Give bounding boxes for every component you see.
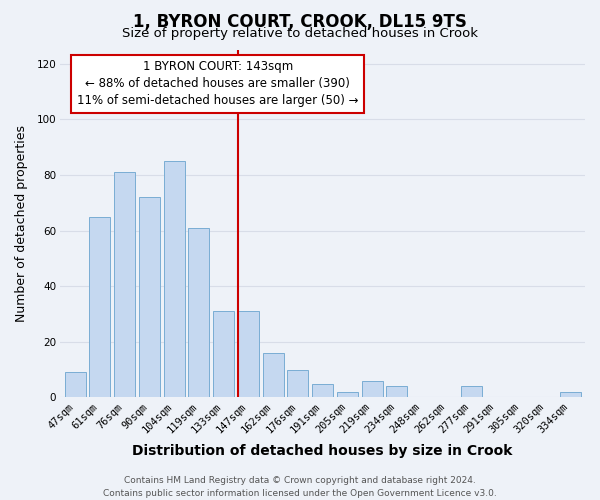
Bar [386,386,407,398]
Bar [461,386,482,398]
Bar [164,161,185,398]
Y-axis label: Number of detached properties: Number of detached properties [15,125,28,322]
Bar [188,228,209,398]
Bar [238,312,259,398]
Bar [337,392,358,398]
X-axis label: Distribution of detached houses by size in Crook: Distribution of detached houses by size … [133,444,513,458]
Bar [114,172,135,398]
Bar [139,198,160,398]
Bar [65,372,86,398]
Text: 1, BYRON COURT, CROOK, DL15 9TS: 1, BYRON COURT, CROOK, DL15 9TS [133,12,467,30]
Bar [287,370,308,398]
Bar [560,392,581,398]
Bar [213,312,234,398]
Text: Contains HM Land Registry data © Crown copyright and database right 2024.
Contai: Contains HM Land Registry data © Crown c… [103,476,497,498]
Bar [263,353,284,398]
Bar [362,380,383,398]
Bar [312,384,333,398]
Text: 1 BYRON COURT: 143sqm
← 88% of detached houses are smaller (390)
11% of semi-det: 1 BYRON COURT: 143sqm ← 88% of detached … [77,60,358,108]
Text: Size of property relative to detached houses in Crook: Size of property relative to detached ho… [122,28,478,40]
Bar [89,217,110,398]
